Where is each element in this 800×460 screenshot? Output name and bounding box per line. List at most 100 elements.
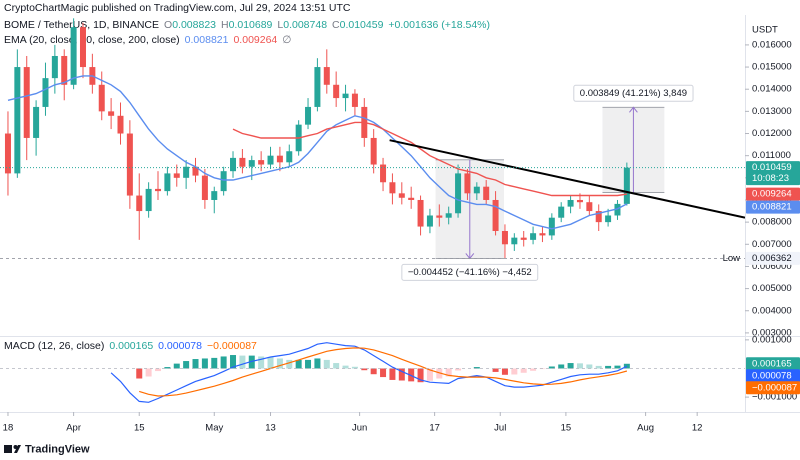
histogram-bar bbox=[530, 368, 537, 371]
candle-body bbox=[351, 93, 358, 107]
x-tick-label: May bbox=[205, 423, 223, 434]
y-tick-label: 0.004000 bbox=[752, 305, 792, 316]
symbol-legend: BOME / TetherUS, 1D, BINANCE O0.008823 H0.… bbox=[4, 19, 490, 31]
candle-body bbox=[239, 157, 246, 167]
histogram-bar bbox=[605, 365, 612, 369]
histogram-bar bbox=[492, 368, 499, 372]
candle-body bbox=[220, 171, 227, 192]
y-tick-label: 0.006000 bbox=[752, 261, 792, 272]
histogram-bar bbox=[342, 365, 349, 369]
histogram-bar bbox=[286, 359, 293, 369]
candle-body bbox=[426, 215, 433, 227]
measure-label-box bbox=[573, 84, 694, 102]
candle-body bbox=[605, 215, 612, 223]
price-badge bbox=[746, 251, 800, 265]
candle-body bbox=[79, 27, 86, 68]
candle-body bbox=[483, 186, 490, 200]
y-tick-label: 0.001000 bbox=[752, 334, 792, 345]
candle-body bbox=[201, 175, 208, 200]
price-pane bbox=[4, 18, 745, 260]
histogram-bar bbox=[305, 359, 312, 369]
measure-label: 0.003849 (41.21%) 3,849 bbox=[580, 88, 687, 99]
candle-body bbox=[567, 199, 574, 207]
ohlc-label: C bbox=[332, 19, 340, 31]
histogram-bar bbox=[230, 355, 237, 369]
histogram-bar bbox=[455, 368, 462, 371]
ohlc-value: 0.008748 bbox=[283, 19, 327, 31]
price-badge bbox=[746, 357, 800, 371]
trendline bbox=[389, 139, 745, 219]
candle-body bbox=[248, 160, 255, 167]
histogram-bar bbox=[426, 368, 433, 381]
y-tick-label: 0.003000 bbox=[752, 327, 792, 338]
histogram-bar bbox=[398, 368, 405, 381]
price-badge-label: 0.009264 bbox=[752, 189, 792, 200]
candle-body bbox=[558, 206, 565, 218]
y-tick-label: 0.008000 bbox=[752, 217, 792, 228]
candle-body bbox=[408, 197, 415, 200]
histogram-bar bbox=[586, 364, 593, 369]
candle-body bbox=[70, 27, 77, 85]
y-tick-label: 0.016000 bbox=[752, 39, 792, 50]
histogram-bar bbox=[576, 363, 583, 369]
candle-body bbox=[230, 157, 237, 172]
histogram-bar bbox=[258, 356, 265, 369]
y-tick-label: 0.012000 bbox=[752, 128, 792, 139]
histogram-bar bbox=[380, 368, 387, 378]
candle-body bbox=[473, 186, 480, 194]
histogram-bar bbox=[473, 367, 480, 369]
candle-body bbox=[61, 55, 68, 85]
histogram-bar bbox=[267, 357, 274, 369]
y-tick-label: 0.013000 bbox=[752, 106, 792, 117]
candle-body bbox=[286, 151, 293, 163]
price-badge-label: 0.008821 bbox=[752, 202, 792, 213]
candle-body bbox=[614, 203, 621, 216]
ohlc-value: 0.008823 bbox=[172, 19, 216, 31]
price-badge bbox=[746, 161, 800, 186]
macd-legend: MACD (12, 26, close) 0.000165 0.000078 −0.0… bbox=[4, 340, 257, 352]
histogram-bar bbox=[445, 368, 452, 377]
candle-body bbox=[42, 78, 49, 107]
y-tick-label: 0.007000 bbox=[752, 239, 792, 250]
candle-body bbox=[136, 195, 143, 212]
candle-body bbox=[539, 233, 546, 236]
x-tick-label: Jul bbox=[494, 423, 506, 434]
histogram-bar bbox=[408, 368, 415, 382]
candle-body bbox=[548, 217, 555, 236]
candle-body bbox=[586, 202, 593, 212]
candle-body bbox=[305, 106, 312, 125]
candle-body bbox=[323, 67, 330, 85]
ohlc-label: L bbox=[277, 19, 283, 31]
ema-value: 0.009264 bbox=[233, 34, 277, 46]
candle-body bbox=[623, 167, 630, 204]
candle-body bbox=[145, 188, 152, 212]
candle-body bbox=[14, 67, 21, 174]
price-badge bbox=[746, 200, 800, 214]
histogram-bar bbox=[211, 357, 218, 369]
macd-value: 0.000165 bbox=[109, 340, 153, 352]
x-tick-label: 17 bbox=[429, 423, 440, 434]
brand: TradingView bbox=[25, 443, 90, 455]
candle-body bbox=[155, 188, 162, 192]
measure-label-box bbox=[401, 263, 539, 281]
candle-body bbox=[389, 182, 396, 194]
candle-body bbox=[342, 93, 349, 99]
ema-line bbox=[7, 75, 628, 230]
candle-body bbox=[520, 237, 527, 240]
histogram-bar bbox=[145, 368, 152, 377]
histogram-bar bbox=[248, 355, 255, 369]
y-tick-label: 0.011000 bbox=[752, 150, 791, 161]
candle-body bbox=[370, 137, 377, 165]
indicator: EMA (20, close, 50, close, 200, close) bbox=[4, 34, 180, 46]
candle-body bbox=[436, 215, 443, 218]
x-tick-label: 13 bbox=[265, 423, 276, 434]
symbol: BOME / TetherUS, 1D, BINANCE bbox=[4, 19, 159, 31]
price-badge-label: −0.000087 bbox=[752, 382, 797, 393]
histogram-bar bbox=[595, 365, 602, 369]
candle-body bbox=[333, 84, 340, 99]
candle-body bbox=[164, 173, 171, 192]
price-badge bbox=[746, 369, 800, 383]
candle-body bbox=[492, 199, 499, 231]
x-tick-label: 12 bbox=[692, 423, 703, 434]
